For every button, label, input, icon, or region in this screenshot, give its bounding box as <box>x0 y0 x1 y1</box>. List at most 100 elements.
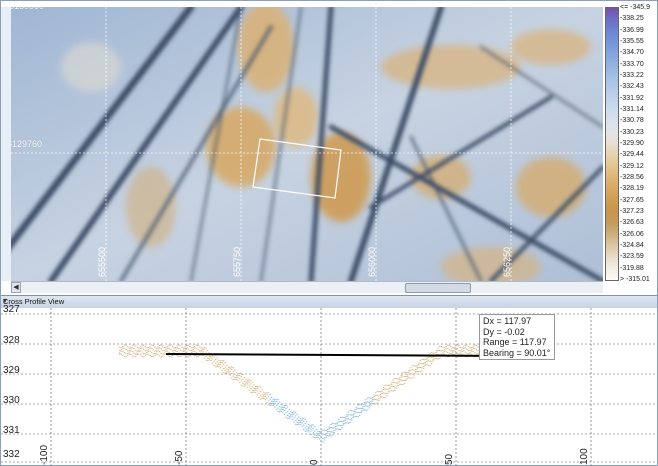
profile-point <box>322 438 324 439</box>
profile-point <box>120 350 122 352</box>
profile-point <box>149 350 151 352</box>
map-horizontal-scrollbar[interactable]: ◀ <box>11 281 603 293</box>
profile-point <box>275 405 278 406</box>
profile-point <box>378 400 380 401</box>
profile-point <box>207 349 209 351</box>
profile-point <box>151 344 153 346</box>
profile-point <box>207 360 209 361</box>
profile-point <box>389 386 391 388</box>
profile-point <box>426 357 428 359</box>
profile-point <box>307 428 310 430</box>
scroll-left-arrow-icon[interactable]: ◀ <box>11 282 21 293</box>
bathymetry-map-view[interactable]: 8130000 8129760 655500 655750 656000 656… <box>11 7 603 281</box>
profile-point <box>435 358 438 359</box>
profile-point <box>376 395 378 397</box>
profile-point <box>231 377 233 379</box>
profile-point <box>213 356 215 358</box>
profile-point <box>309 431 311 433</box>
profile-point <box>320 430 322 432</box>
profile-point <box>434 358 436 360</box>
profile-point <box>346 415 348 417</box>
profile-point <box>458 353 460 355</box>
profile-point <box>147 353 150 355</box>
profile-point <box>266 392 268 394</box>
profile-point <box>251 389 254 391</box>
colorbar-labels: <= -345.9 -338.25 -336.99 -335.55 -334.70 -33… <box>618 4 657 283</box>
profile-point <box>319 431 321 433</box>
profile-point <box>384 384 386 386</box>
profile-point <box>320 433 322 435</box>
profile-point <box>331 431 334 433</box>
profile-point <box>144 350 146 352</box>
colorbar-label: -330.78 <box>620 117 644 125</box>
profile-point <box>275 409 278 411</box>
profile-point <box>411 373 414 375</box>
profile-point <box>424 362 426 363</box>
profile-point <box>391 390 393 392</box>
profile-point <box>315 428 318 430</box>
profile-point <box>392 386 394 388</box>
profile-point <box>227 366 230 368</box>
profile-point <box>141 347 143 349</box>
profile-point <box>119 352 121 354</box>
profile-point <box>445 345 447 347</box>
profile-point <box>258 392 260 394</box>
profile-point <box>312 432 314 434</box>
profile-point <box>461 349 463 351</box>
profile-point <box>443 349 446 350</box>
profile-point <box>325 436 327 438</box>
profile-point <box>170 356 172 358</box>
profile-point <box>325 433 327 435</box>
triangle-down-icon[interactable]: ▾ <box>3 296 8 305</box>
profile-point <box>139 346 142 348</box>
profile-chart <box>1 308 657 465</box>
profile-point <box>159 355 161 357</box>
profile-point <box>386 392 388 394</box>
profile-point <box>315 436 318 438</box>
profile-point <box>261 393 263 395</box>
profile-point <box>333 432 335 433</box>
profile-point <box>386 384 388 386</box>
profile-point <box>477 346 479 348</box>
profile-point <box>187 344 190 346</box>
profile-point <box>280 404 282 406</box>
profile-point <box>135 345 137 347</box>
profile-point <box>151 356 153 358</box>
profile-point <box>368 405 370 407</box>
profile-point <box>472 347 474 349</box>
profile-point <box>242 378 244 380</box>
profile-point <box>301 418 303 420</box>
profile-selection-box[interactable] <box>252 138 342 199</box>
colorbar-label: -333.70 <box>620 60 644 68</box>
profile-point <box>410 377 412 379</box>
profile-point <box>135 353 137 355</box>
colorbar-label: -334.70 <box>620 49 644 57</box>
profile-point <box>469 347 471 349</box>
profile-point <box>210 357 212 359</box>
profile-point <box>250 391 252 393</box>
colorbar-label: -336.99 <box>620 26 644 34</box>
profile-point <box>208 355 210 357</box>
profile-point <box>255 389 257 391</box>
profile-point <box>237 373 239 375</box>
profile-point <box>352 413 354 415</box>
profile-point <box>413 373 415 375</box>
profile-point <box>151 347 153 349</box>
profile-point <box>405 380 407 382</box>
profile-point <box>381 396 383 398</box>
profile-point <box>440 350 442 352</box>
profile-point <box>453 350 455 352</box>
profile-point <box>282 409 284 410</box>
profile-point <box>229 370 231 372</box>
profile-point <box>354 415 356 417</box>
profile-point <box>277 411 279 413</box>
range-value: Range = 117.97 <box>483 337 547 347</box>
profile-point <box>229 368 231 370</box>
profile-point <box>339 429 342 430</box>
cross-profile-plot[interactable]: 327 328 329 330 331 332 -100 -50 0 50 10… <box>1 304 657 465</box>
profile-point <box>261 398 263 400</box>
profile-point <box>280 407 282 409</box>
profile-point <box>472 350 474 352</box>
profile-point <box>298 422 300 424</box>
scrollbar-thumb[interactable] <box>405 283 471 293</box>
